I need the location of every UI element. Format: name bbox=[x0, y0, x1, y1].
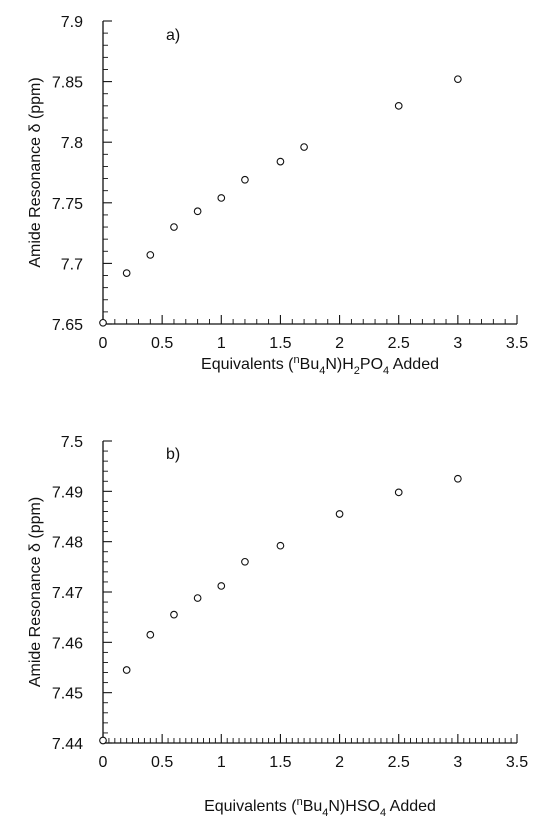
y-tick-label: 7.46 bbox=[52, 635, 83, 652]
x-axis-title-part: 4 bbox=[319, 365, 325, 377]
data-point bbox=[122, 666, 131, 674]
data-point bbox=[276, 541, 285, 550]
x-axis-title-part: Equivalents ( bbox=[204, 798, 297, 815]
data-point bbox=[394, 488, 403, 497]
data-point bbox=[300, 143, 308, 151]
x-tick-label: 3.5 bbox=[506, 754, 528, 771]
x-axis-title-part: 4 bbox=[380, 807, 386, 819]
y-axis-title: Amide Resonance δ (ppm) bbox=[27, 497, 44, 687]
panel-a: 7.65 7.7 7.75 7.8 7.85 7.9 0 0.5 1 1.5 2 2.5 3 3.5 a) A… bbox=[27, 14, 528, 377]
x-tick-label: 0 bbox=[99, 335, 108, 352]
data-point bbox=[122, 269, 131, 277]
data-point bbox=[193, 207, 202, 216]
x-tick-label: 2 bbox=[335, 754, 344, 771]
x-tick-label: 2.5 bbox=[388, 335, 410, 352]
x-axis-title-part: Bu bbox=[303, 798, 323, 815]
x-axis-title-part: PO bbox=[360, 356, 383, 373]
y-tick-label: 7.75 bbox=[52, 196, 83, 213]
panel-label: a) bbox=[166, 27, 180, 44]
x-tick-label: 2 bbox=[335, 335, 344, 352]
panel-b: 7.44 7.45 7.46 7.47 7.48 7.49 7.5 0 0.5 1 1.5 2 2.5 3… bbox=[27, 434, 528, 819]
x-axis-title-part: Added bbox=[386, 798, 436, 815]
x-axis-title-part: 4 bbox=[383, 365, 389, 377]
x-tick-label: 2.5 bbox=[388, 754, 410, 771]
axes-frame bbox=[102, 441, 517, 744]
x-tick-label: 1.5 bbox=[269, 754, 291, 771]
x-tick-label: 0.5 bbox=[151, 335, 173, 352]
y-tick-label: 7.65 bbox=[52, 317, 83, 334]
data-point bbox=[276, 157, 285, 166]
x-tick-label: 3.5 bbox=[506, 335, 528, 352]
y-tick-label: 7.85 bbox=[52, 75, 83, 92]
x-tick-label: 1 bbox=[217, 335, 226, 352]
data-point bbox=[241, 557, 249, 566]
x-axis-title-part: n bbox=[294, 354, 300, 366]
data-point bbox=[454, 474, 462, 483]
y-tick-label: 7.47 bbox=[52, 585, 83, 602]
data-point bbox=[99, 318, 107, 327]
x-axis-title-part: 4 bbox=[322, 807, 328, 819]
x-axis-title-part: 2 bbox=[354, 365, 360, 377]
x-axis-title: Equivalents (nBu4N)H2PO4 Added bbox=[201, 354, 439, 377]
data-point bbox=[217, 194, 226, 202]
x-axis-title-part: N)H bbox=[325, 356, 353, 373]
data-point bbox=[170, 610, 178, 619]
x-tick-label: 3 bbox=[453, 754, 462, 771]
data-point bbox=[241, 175, 249, 184]
x-axis-title-part: Equivalents ( bbox=[201, 356, 294, 373]
y-tick-label: 7.48 bbox=[52, 535, 83, 552]
y-tick-label: 7.7 bbox=[61, 256, 83, 273]
data-point bbox=[217, 582, 226, 590]
data-point bbox=[454, 75, 462, 84]
y-tick-label: 7.5 bbox=[61, 434, 83, 451]
data-point bbox=[193, 594, 202, 602]
x-axis-title-part: Bu bbox=[300, 356, 320, 373]
y-tick-label: 7.9 bbox=[61, 14, 83, 31]
x-axis-title-part: Added bbox=[389, 356, 439, 373]
y-tick-label: 7.45 bbox=[52, 686, 83, 703]
y-axis-title: Amide Resonance δ (ppm) bbox=[27, 77, 44, 267]
data-point bbox=[394, 101, 403, 110]
data-point bbox=[99, 736, 107, 745]
data-point bbox=[146, 630, 155, 639]
axes-frame bbox=[102, 21, 517, 325]
x-tick-label: 1.5 bbox=[269, 335, 291, 352]
data-point bbox=[146, 251, 155, 259]
x-tick-label: 1 bbox=[217, 754, 226, 771]
x-tick-label: 3 bbox=[453, 335, 462, 352]
y-tick-label: 7.8 bbox=[61, 135, 83, 152]
y-tick-label: 7.49 bbox=[52, 484, 83, 501]
x-axis-title-part: N)HSO bbox=[328, 798, 380, 815]
x-tick-label: 0 bbox=[99, 754, 108, 771]
y-tick-label: 7.44 bbox=[52, 736, 83, 753]
panel-label: b) bbox=[166, 446, 180, 463]
x-tick-label: 0.5 bbox=[151, 754, 173, 771]
data-point bbox=[170, 223, 178, 231]
data-point bbox=[335, 510, 344, 518]
x-axis-title-part: n bbox=[297, 796, 303, 808]
x-axis-title: Equivalents (nBu4N)HSO4 Added bbox=[204, 796, 436, 819]
